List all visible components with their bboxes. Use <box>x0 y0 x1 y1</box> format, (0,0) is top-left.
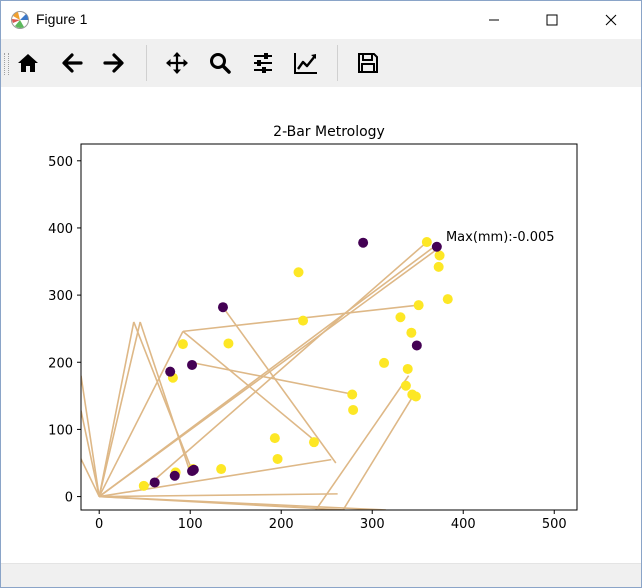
scatter-point <box>406 327 417 338</box>
scatter-point <box>149 477 160 488</box>
scatter-point <box>216 464 227 475</box>
arrow-left-icon <box>62 53 83 73</box>
maximize-icon <box>546 14 558 26</box>
minimize-icon <box>489 19 499 21</box>
x-tick-label: 200 <box>269 517 294 532</box>
bar-line <box>99 493 338 498</box>
close-button[interactable] <box>588 1 634 39</box>
forward-button[interactable] <box>97 44 131 82</box>
scatter-point <box>177 339 188 350</box>
scatter-point <box>223 338 234 349</box>
y-tick-label: 0 <box>65 491 73 506</box>
status-bar <box>1 563 641 587</box>
chart-svg[interactable]: 2-Bar Metrology 0 100 200 300 400 500 0 100 200 30… <box>1 87 641 563</box>
home-button[interactable] <box>11 44 45 82</box>
toolbar-separator <box>146 45 147 81</box>
y-tick-label: 200 <box>48 356 73 371</box>
scatter-point <box>138 480 149 491</box>
window-title: Figure 1 <box>36 11 88 27</box>
scatter-point <box>400 380 411 391</box>
minimize-button[interactable] <box>471 1 517 39</box>
scatter-point <box>347 389 358 400</box>
x-tick-label: 100 <box>178 517 203 532</box>
y-tick-label: 500 <box>48 155 73 170</box>
scatter-point <box>165 366 176 377</box>
bar-line <box>342 395 414 510</box>
pan-button[interactable] <box>160 44 194 82</box>
bar-line <box>98 331 184 497</box>
toolbar-separator <box>337 45 338 81</box>
figure-canvas[interactable]: 2-Bar Metrology 0 100 200 300 400 500 0 100 200 30… <box>1 87 641 563</box>
back-button[interactable] <box>55 44 89 82</box>
y-tick-label: 300 <box>48 289 73 304</box>
arrow-right-icon <box>103 53 124 73</box>
scatter-point <box>433 261 444 272</box>
scatter-point <box>379 357 390 368</box>
bar-line <box>81 457 100 497</box>
bar-line <box>99 458 332 498</box>
bar-line <box>98 321 141 497</box>
bar-line <box>98 321 135 497</box>
floppy-disk-icon <box>358 53 378 73</box>
magnifier-icon <box>210 53 231 74</box>
y-tick-label: 100 <box>48 423 73 438</box>
bar-line <box>99 495 386 510</box>
bar-line <box>222 306 337 464</box>
y-tick-label: 400 <box>48 222 73 237</box>
maximize-button[interactable] <box>529 1 575 39</box>
scatter-point <box>411 340 422 351</box>
close-icon <box>605 14 617 26</box>
bar-line <box>190 361 355 396</box>
scatter-point <box>348 404 359 415</box>
bar-line <box>81 410 100 497</box>
bar-line <box>139 321 191 473</box>
x-tick-label: 500 <box>542 517 567 532</box>
move-icon <box>166 52 188 74</box>
home-icon <box>18 54 38 72</box>
x-tick-label: 300 <box>360 517 385 532</box>
toolbar-grip <box>4 53 9 75</box>
scatter-point <box>188 464 199 475</box>
save-button[interactable] <box>351 44 385 82</box>
scatter-point <box>358 237 369 248</box>
bar-line <box>81 375 100 497</box>
scatter-point <box>169 470 180 481</box>
scatter-point <box>410 391 421 402</box>
bar-line <box>182 330 317 443</box>
scatter-point <box>395 312 406 323</box>
scatter-point <box>402 363 413 374</box>
plot-frame <box>80 143 578 511</box>
plot-content <box>81 237 453 510</box>
scatter-point <box>269 433 280 444</box>
bar-line <box>315 375 410 510</box>
scatter-point <box>298 315 309 326</box>
x-tick-label: 400 <box>451 517 476 532</box>
scatter-point <box>187 359 198 370</box>
scatter-point <box>431 241 442 252</box>
scatter-point <box>272 453 283 464</box>
bar-line <box>144 241 428 490</box>
sliders-icon <box>254 53 272 73</box>
line-chart-icon <box>294 53 317 74</box>
scatter-point <box>442 294 453 305</box>
annotation-label: Max(mm):-0.005 <box>446 230 555 245</box>
scatter-point <box>434 250 445 261</box>
scatter-point <box>308 437 319 448</box>
chart-title: 2-Bar Metrology <box>273 124 385 140</box>
configure-subplots-button[interactable] <box>246 44 280 82</box>
scatter-point <box>293 267 304 278</box>
title-bar: Figure 1 <box>1 1 641 39</box>
scatter-point <box>421 237 432 248</box>
bar-line <box>133 321 195 476</box>
edit-axis-button[interactable] <box>289 44 323 82</box>
scatter-point <box>217 302 228 313</box>
scatter-point <box>413 300 424 311</box>
x-tick-label: 0 <box>95 517 103 532</box>
zoom-button[interactable] <box>203 44 237 82</box>
matplotlib-logo-icon <box>11 11 29 29</box>
